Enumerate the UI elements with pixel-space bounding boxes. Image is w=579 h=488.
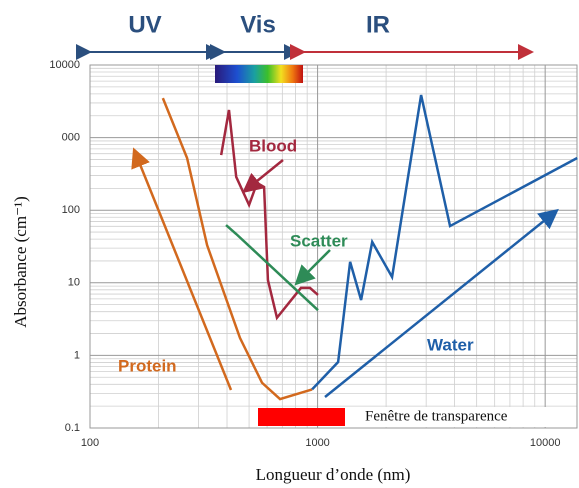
- series-line: [225, 224, 319, 312]
- series-label: Blood: [249, 136, 297, 155]
- water-arrow: [324, 208, 559, 398]
- grid: [89, 64, 577, 429]
- x-tick-label: 1000: [305, 437, 329, 449]
- y-tick-label: 0.1: [65, 422, 80, 434]
- y-tick-label: 1: [74, 349, 80, 361]
- x-tick-label: 100: [81, 437, 99, 449]
- y-axis-label: Absorbance (cm⁻¹): [11, 196, 30, 328]
- series-line: [161, 97, 313, 401]
- annotation-box: [356, 407, 576, 427]
- header-vis: Vis: [240, 11, 276, 38]
- header-uv: UV: [128, 11, 161, 38]
- visible-spectrum: [215, 65, 303, 83]
- series-label: Scatter: [290, 231, 348, 250]
- plot-frame: [89, 64, 578, 429]
- series-lines: [161, 94, 578, 401]
- x-tick-label: 10000: [530, 437, 561, 449]
- header-ir: IR: [366, 11, 390, 38]
- y-tick-label: 100: [62, 204, 80, 216]
- x-axis-label: Longueur d’onde (nm): [256, 465, 411, 484]
- series-line: [219, 109, 319, 321]
- y-tick-label: 000: [62, 132, 80, 144]
- annotation: Fenêtre de transparence: [365, 408, 508, 424]
- protein-arrow: [131, 147, 233, 391]
- series-label: Protein: [118, 356, 177, 375]
- scatter-arrow: [294, 249, 331, 286]
- blood-arrow: [242, 159, 284, 194]
- y-tick-label: 10: [68, 277, 80, 289]
- transparency-window: [258, 408, 345, 426]
- series-label: Water: [427, 335, 474, 354]
- series-line: [311, 94, 578, 391]
- y-tick-label: 10000: [49, 59, 80, 71]
